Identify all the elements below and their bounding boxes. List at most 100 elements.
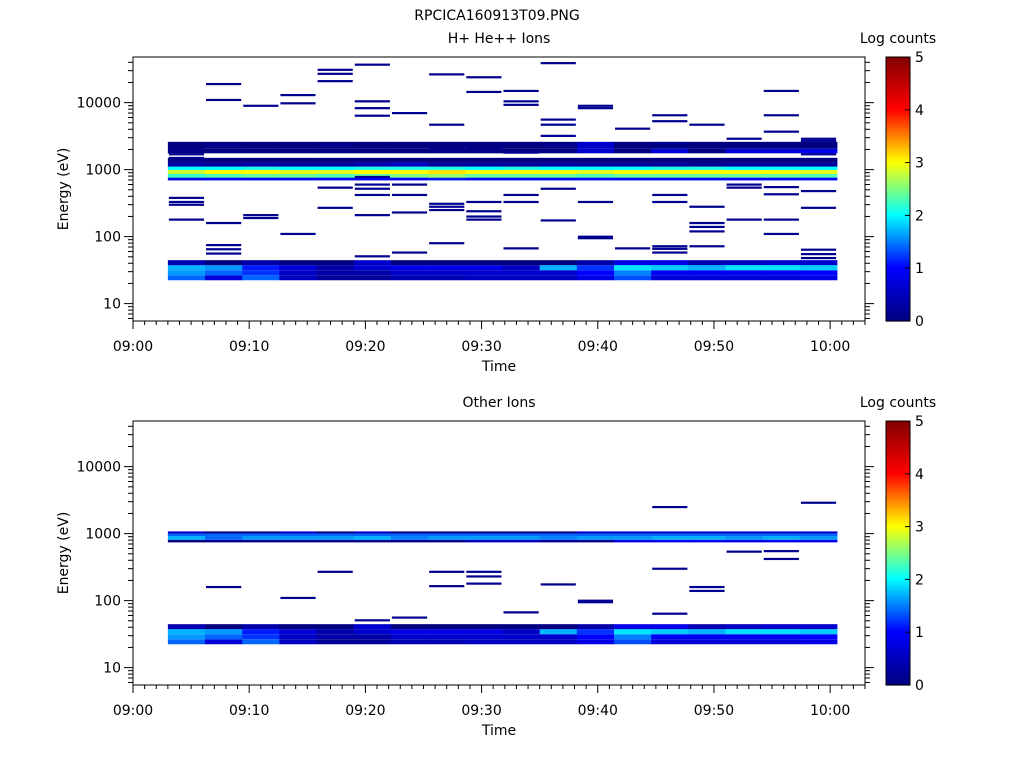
x-tick-label: 09:10 <box>229 339 269 355</box>
colorbar-segment <box>886 92 910 95</box>
colorbar-frame <box>885 56 911 322</box>
colorbar-segment <box>886 63 910 67</box>
count-line <box>206 144 242 147</box>
heatmap-cell <box>799 639 838 645</box>
colorbar-tick-label: 4 <box>915 467 924 483</box>
colorbar-segment <box>886 90 910 93</box>
heatmap-cell <box>205 148 243 154</box>
count-line <box>652 245 688 248</box>
colorbar-segment <box>886 65 910 69</box>
colorbar-segment <box>886 233 910 236</box>
count-line <box>800 137 837 140</box>
colorbar-segment <box>886 151 910 155</box>
heatmap-cell <box>762 270 801 276</box>
count-line <box>391 251 428 254</box>
heatmap-cell <box>725 634 764 640</box>
heatmap-cell <box>167 162 206 167</box>
heatmap-cell <box>614 166 652 170</box>
colorbar-segment <box>886 638 910 642</box>
colorbar-segment <box>886 634 910 638</box>
heatmap-cell <box>614 270 652 276</box>
y-tick-label: 10000 <box>76 460 121 476</box>
colorbar-segment <box>886 164 910 168</box>
colorbar-segment <box>886 226 910 230</box>
heatmap-cell <box>502 275 540 281</box>
colorbar-segment <box>886 471 910 475</box>
count-line <box>429 208 465 212</box>
count-line <box>652 120 688 123</box>
count-line <box>540 187 576 190</box>
count-line <box>243 214 279 217</box>
heatmap-cell <box>316 148 355 154</box>
heatmap-cell <box>539 265 578 271</box>
count-line <box>317 186 353 189</box>
colorbar-segment <box>886 268 910 271</box>
heatmap-cell <box>614 629 652 635</box>
colorbar-segment <box>886 621 910 624</box>
colorbar-segment <box>886 202 910 205</box>
heatmap-cell <box>390 169 429 175</box>
colorbar-segment <box>886 307 910 311</box>
colorbar-segment <box>886 652 910 655</box>
count-line <box>763 557 799 561</box>
colorbar-segment <box>886 312 910 315</box>
count-line <box>429 570 465 573</box>
heatmap-cell <box>242 166 280 170</box>
heatmap-cell <box>651 533 689 537</box>
heatmap-cell <box>390 162 429 167</box>
heatmap-cell <box>353 157 392 163</box>
heatmap-cell <box>465 141 503 149</box>
heatmap-cell <box>390 536 429 540</box>
colorbar-segment <box>886 597 910 600</box>
colorbar-segment <box>886 153 910 157</box>
colorbar-segment <box>886 288 910 291</box>
colorbar-segment <box>886 456 910 459</box>
heatmap-cell <box>279 157 317 163</box>
heatmap-cell <box>279 533 317 537</box>
heatmap-cell <box>651 166 689 170</box>
heatmap-cell <box>762 629 801 635</box>
colorbar-segment <box>886 594 910 598</box>
colorbar-segment <box>886 678 910 682</box>
heatmap-cell <box>390 639 429 645</box>
colorbar-segment <box>886 101 910 104</box>
heatmap-cell <box>651 539 689 543</box>
colorbar-segment <box>886 116 910 120</box>
count-line <box>652 567 688 570</box>
heatmap-cell <box>167 634 206 640</box>
heatmap-cell <box>242 162 280 167</box>
colorbar-tick-label: 0 <box>915 678 924 694</box>
x-tick-label: 10:00 <box>810 703 850 719</box>
colorbar-segment <box>886 676 910 679</box>
heatmap-cell <box>688 260 726 266</box>
count-line <box>354 175 390 179</box>
plot-frame <box>132 420 866 686</box>
x-axis: 09:00 09:10 09:20 09:30 09:40 09:50 10:00 <box>113 685 866 719</box>
colorbar-segment <box>886 660 910 664</box>
count-line <box>280 232 316 236</box>
heatmap-cell <box>614 169 652 175</box>
heatmap-cell <box>799 629 838 635</box>
heatmap-cell <box>279 531 317 534</box>
heatmap-cell <box>465 629 503 635</box>
colorbar-segment <box>886 136 910 139</box>
y-axis-label: Energy (eV) <box>56 512 72 595</box>
colorbar-segment <box>886 292 910 296</box>
count-line <box>429 242 465 245</box>
y-tick-label: 1000 <box>85 163 121 179</box>
heatmap-cell <box>167 624 206 630</box>
heatmap-cell <box>353 265 392 271</box>
heatmap-cell <box>390 275 429 281</box>
colorbar-segment <box>886 296 910 300</box>
count-line <box>540 144 576 147</box>
heatmap-cell <box>279 539 317 543</box>
heatmap-cell <box>316 169 355 175</box>
colorbar-segment <box>886 561 910 565</box>
y-axis: 10 100 1000 10000 <box>76 425 874 683</box>
count-line <box>466 148 502 151</box>
heatmap-cell <box>799 177 838 181</box>
heatmap-cell <box>614 639 652 645</box>
colorbar-segment <box>886 283 910 287</box>
count-line <box>168 196 205 199</box>
heatmap-cell <box>465 531 503 534</box>
